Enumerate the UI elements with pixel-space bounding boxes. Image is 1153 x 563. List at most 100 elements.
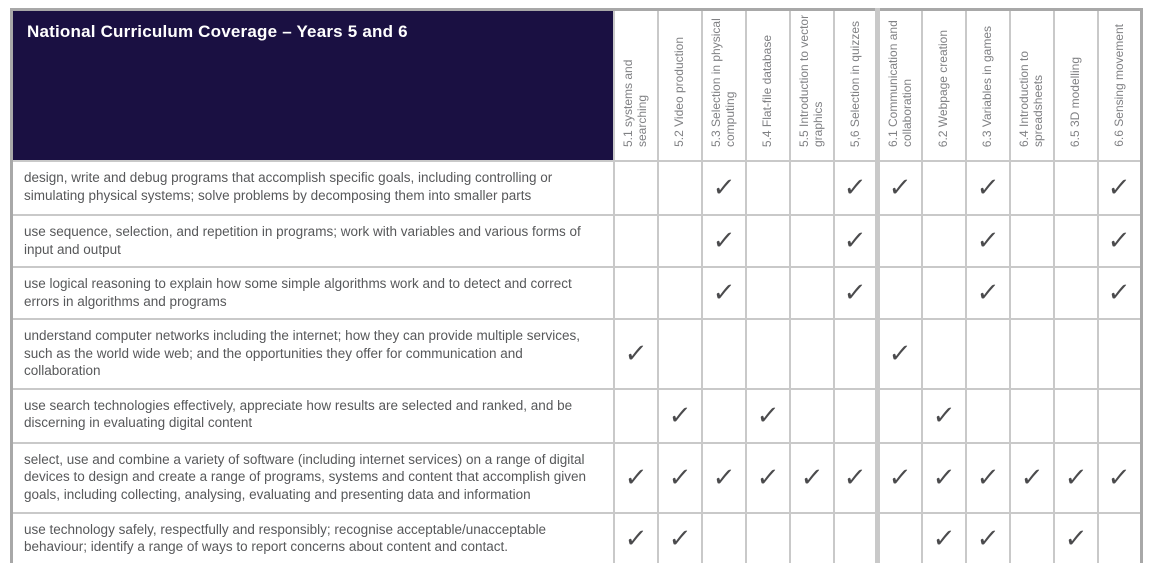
checkmark-icon: ✓ xyxy=(711,226,736,257)
coverage-table-head: National Curriculum Coverage – Years 5 a… xyxy=(10,8,1143,162)
table-title: National Curriculum Coverage – Years 5 a… xyxy=(10,8,615,162)
checkmark-icon: ✓ xyxy=(975,278,1000,309)
checkmark-icon: ✓ xyxy=(842,462,868,493)
coverage-cell-empty xyxy=(832,511,879,563)
objective-text: use search technologies effectively, app… xyxy=(10,387,615,444)
coverage-cell-empty xyxy=(656,318,703,390)
coverage-cell-checked: ✓ xyxy=(832,213,879,269)
coverage-cell-empty xyxy=(744,213,791,269)
unit-column-header: 5.1 systems and searching xyxy=(612,8,659,162)
coverage-cell-checked: ✓ xyxy=(744,441,791,514)
checkmark-icon: ✓ xyxy=(667,462,692,493)
checkmark-icon: ✓ xyxy=(799,462,824,493)
checkmark-icon: ✓ xyxy=(975,462,1000,493)
coverage-cell-empty xyxy=(875,213,923,269)
coverage-cell-checked: ✓ xyxy=(1008,441,1055,514)
objective-text: design, write and debug programs that ac… xyxy=(10,160,615,216)
coverage-cell-empty xyxy=(612,213,659,269)
checkmark-icon: ✓ xyxy=(1106,226,1132,257)
coverage-cell-empty xyxy=(1052,213,1099,269)
coverage-cell-checked: ✓ xyxy=(964,441,1011,514)
checkmark-icon: ✓ xyxy=(975,226,1000,257)
unit-column-header: 5,6 Selection in quizzes xyxy=(832,8,879,162)
coverage-cell-empty xyxy=(920,160,967,216)
coverage-cell-checked: ✓ xyxy=(964,266,1011,321)
unit-column-label: 5.2 Video production xyxy=(672,37,687,147)
checkmark-icon: ✓ xyxy=(842,173,868,203)
unit-column-label: 6.6 Sensing movement xyxy=(1112,24,1127,147)
checkmark-icon: ✓ xyxy=(887,173,913,203)
coverage-cell-empty xyxy=(788,266,835,321)
coverage-cell-checked: ✓ xyxy=(612,511,659,563)
checkmark-icon: ✓ xyxy=(755,400,780,431)
checkmark-icon: ✓ xyxy=(975,173,1000,203)
coverage-table-body: design, write and debug programs that ac… xyxy=(10,160,1143,563)
coverage-cell-checked: ✓ xyxy=(1052,441,1099,514)
coverage-cell-checked: ✓ xyxy=(1096,441,1143,514)
coverage-cell-empty xyxy=(1052,266,1099,321)
coverage-cell-empty xyxy=(1008,511,1055,563)
checkmark-icon: ✓ xyxy=(1106,173,1132,203)
coverage-cell-empty xyxy=(1008,160,1055,216)
objective-text: use logical reasoning to explain how som… xyxy=(10,266,615,321)
coverage-cell-empty xyxy=(612,387,659,444)
coverage-cell-empty xyxy=(700,318,747,390)
checkmark-icon: ✓ xyxy=(842,226,868,257)
coverage-cell-empty xyxy=(700,387,747,444)
coverage-cell-empty xyxy=(920,213,967,269)
coverage-cell-empty xyxy=(875,511,923,563)
coverage-cell-empty xyxy=(1008,318,1055,390)
coverage-cell-empty xyxy=(964,387,1011,444)
coverage-cell-empty xyxy=(744,266,791,321)
objective-text: understand computer networks including t… xyxy=(10,318,615,390)
coverage-cell-empty xyxy=(744,160,791,216)
coverage-cell-checked: ✓ xyxy=(1096,266,1143,321)
checkmark-icon: ✓ xyxy=(711,462,736,493)
coverage-cell-empty xyxy=(1052,387,1099,444)
unit-column-label: 5.4 Flat-file database xyxy=(760,34,775,147)
coverage-cell-empty xyxy=(920,266,967,321)
unit-column-label: 5,6 Selection in quizzes xyxy=(847,20,862,147)
coverage-cell-empty xyxy=(700,511,747,563)
unit-column-header: 6.4 Introduction to spreadsheets xyxy=(1008,8,1055,162)
checkmark-icon: ✓ xyxy=(711,278,736,309)
unit-column-label: 5.1 systems and searching xyxy=(621,59,650,147)
coverage-cell-empty xyxy=(744,511,791,563)
unit-column-header: 5.2 Video production xyxy=(656,8,703,162)
checkmark-icon: ✓ xyxy=(623,523,648,554)
coverage-cell-empty xyxy=(612,266,659,321)
coverage-cell-empty xyxy=(832,387,879,444)
checkmark-icon: ✓ xyxy=(623,462,648,493)
unit-column-label: 6.2 Webpage creation xyxy=(936,29,951,147)
objective-row: select, use and combine a variety of sof… xyxy=(10,441,1143,514)
coverage-cell-empty xyxy=(920,318,967,390)
checkmark-icon: ✓ xyxy=(931,400,956,431)
coverage-cell-checked: ✓ xyxy=(875,318,923,390)
coverage-cell-checked: ✓ xyxy=(920,441,967,514)
objective-row: use technology safely, respectfully and … xyxy=(10,511,1143,563)
checkmark-icon: ✓ xyxy=(887,339,913,369)
unit-column-header: 6.1 Communication and collaboration xyxy=(875,8,923,162)
coverage-cell-checked: ✓ xyxy=(920,511,967,563)
checkmark-icon: ✓ xyxy=(1019,462,1044,493)
coverage-cell-checked: ✓ xyxy=(964,511,1011,563)
checkmark-icon: ✓ xyxy=(755,462,780,493)
coverage-cell-empty xyxy=(788,318,835,390)
coverage-cell-checked: ✓ xyxy=(920,387,967,444)
coverage-cell-empty xyxy=(788,387,835,444)
coverage-cell-empty xyxy=(1096,387,1143,444)
unit-column-header: 6.6 Sensing movement xyxy=(1096,8,1143,162)
coverage-cell-checked: ✓ xyxy=(700,160,747,216)
objective-text: use sequence, selection, and repetition … xyxy=(10,213,615,269)
coverage-cell-checked: ✓ xyxy=(832,266,879,321)
coverage-cell-empty xyxy=(1096,318,1143,390)
coverage-cell-checked: ✓ xyxy=(612,441,659,514)
unit-column-header: 5.5 Introduction to vector graphics xyxy=(788,8,835,162)
unit-column-label: 6.4 Introduction to spreadsheets xyxy=(1017,50,1046,147)
objective-row: use logical reasoning to explain how som… xyxy=(10,266,1143,321)
coverage-cell-empty xyxy=(875,387,923,444)
unit-column-label: 5.5 Introduction to vector graphics xyxy=(797,14,826,147)
coverage-cell-empty xyxy=(1052,160,1099,216)
checkmark-icon: ✓ xyxy=(931,523,956,554)
